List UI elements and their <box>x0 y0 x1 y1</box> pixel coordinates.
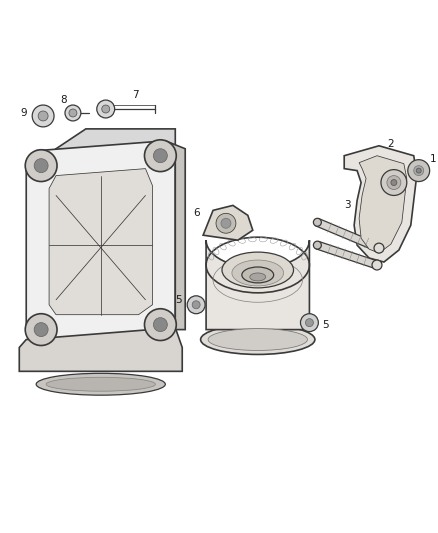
Circle shape <box>102 105 110 113</box>
Ellipse shape <box>232 260 283 286</box>
Ellipse shape <box>242 267 274 283</box>
Polygon shape <box>19 328 182 372</box>
Polygon shape <box>359 156 407 253</box>
Circle shape <box>387 175 401 190</box>
Circle shape <box>416 168 421 173</box>
Text: 6: 6 <box>193 208 199 219</box>
Circle shape <box>153 318 167 332</box>
Circle shape <box>300 314 318 332</box>
Ellipse shape <box>36 373 165 395</box>
Ellipse shape <box>250 273 266 281</box>
Text: 4: 4 <box>376 257 382 267</box>
Circle shape <box>32 105 54 127</box>
Circle shape <box>314 219 321 226</box>
Ellipse shape <box>208 329 307 351</box>
Polygon shape <box>56 129 175 171</box>
Circle shape <box>305 319 314 327</box>
Text: 1: 1 <box>429 154 436 164</box>
Ellipse shape <box>201 325 315 354</box>
Circle shape <box>97 100 115 118</box>
Circle shape <box>414 166 424 175</box>
Text: 5: 5 <box>175 295 182 305</box>
Circle shape <box>187 296 205 314</box>
Circle shape <box>314 241 321 249</box>
Circle shape <box>153 149 167 163</box>
Circle shape <box>34 159 48 173</box>
Circle shape <box>145 140 176 172</box>
Circle shape <box>381 169 407 196</box>
Circle shape <box>38 111 48 121</box>
Text: 8: 8 <box>61 95 67 105</box>
Circle shape <box>221 219 231 228</box>
Polygon shape <box>31 149 175 344</box>
Ellipse shape <box>46 377 155 391</box>
Text: 7: 7 <box>132 90 139 100</box>
Circle shape <box>25 314 57 345</box>
Circle shape <box>145 309 176 341</box>
Circle shape <box>408 160 430 182</box>
Circle shape <box>192 301 200 309</box>
Polygon shape <box>165 141 185 329</box>
Ellipse shape <box>222 252 293 288</box>
Polygon shape <box>316 241 378 269</box>
Circle shape <box>69 109 77 117</box>
Polygon shape <box>203 205 253 240</box>
Circle shape <box>216 213 236 233</box>
Text: 9: 9 <box>20 108 27 118</box>
Text: 2: 2 <box>388 139 394 149</box>
Circle shape <box>391 180 397 185</box>
Text: 3: 3 <box>344 200 350 211</box>
Circle shape <box>65 105 81 121</box>
Polygon shape <box>206 240 309 329</box>
Circle shape <box>25 150 57 182</box>
Polygon shape <box>344 146 417 262</box>
Polygon shape <box>49 168 152 314</box>
Circle shape <box>374 243 384 253</box>
Text: 5: 5 <box>322 320 328 329</box>
Polygon shape <box>26 141 175 344</box>
Circle shape <box>34 322 48 336</box>
Circle shape <box>372 260 382 270</box>
Polygon shape <box>316 219 381 252</box>
